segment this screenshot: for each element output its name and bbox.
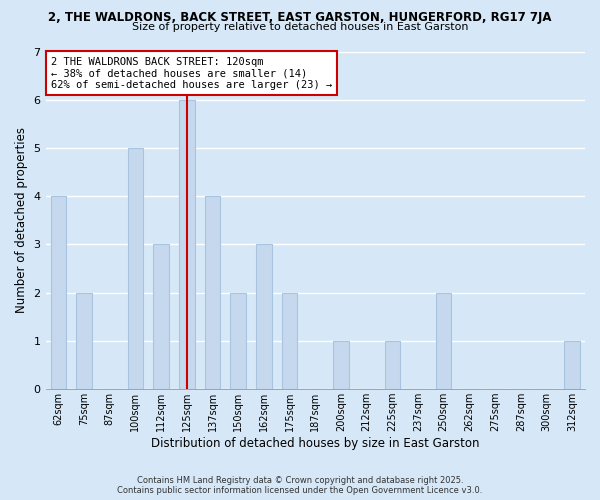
Bar <box>436 292 451 389</box>
Text: Size of property relative to detached houses in East Garston: Size of property relative to detached ho… <box>132 22 468 32</box>
Bar <box>128 148 143 389</box>
Text: 2, THE WALDRONS, BACK STREET, EAST GARSTON, HUNGERFORD, RG17 7JA: 2, THE WALDRONS, BACK STREET, EAST GARST… <box>48 11 552 24</box>
Y-axis label: Number of detached properties: Number of detached properties <box>15 128 28 314</box>
Bar <box>50 196 66 389</box>
Text: 2 THE WALDRONS BACK STREET: 120sqm
← 38% of detached houses are smaller (14)
62%: 2 THE WALDRONS BACK STREET: 120sqm ← 38%… <box>51 56 332 90</box>
Bar <box>205 196 220 389</box>
Bar <box>179 100 194 389</box>
Bar <box>385 341 400 389</box>
Bar <box>256 244 272 389</box>
Bar <box>282 292 297 389</box>
Bar <box>154 244 169 389</box>
Bar <box>565 341 580 389</box>
Bar <box>333 341 349 389</box>
Bar <box>230 292 246 389</box>
Bar <box>76 292 92 389</box>
Text: Contains HM Land Registry data © Crown copyright and database right 2025.
Contai: Contains HM Land Registry data © Crown c… <box>118 476 482 495</box>
X-axis label: Distribution of detached houses by size in East Garston: Distribution of detached houses by size … <box>151 437 479 450</box>
